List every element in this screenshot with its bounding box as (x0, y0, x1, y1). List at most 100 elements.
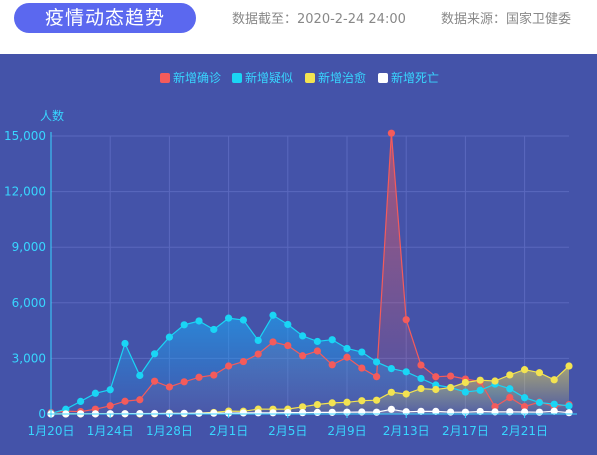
data-point[interactable] (239, 316, 247, 324)
data-point[interactable] (432, 385, 440, 394)
data-point[interactable] (328, 361, 336, 369)
data-point[interactable] (269, 311, 277, 319)
data-point[interactable] (165, 383, 173, 391)
data-point[interactable] (254, 350, 262, 358)
data-point[interactable] (239, 357, 247, 366)
data-point[interactable] (476, 386, 484, 394)
data-point[interactable] (328, 336, 336, 344)
data-point[interactable] (565, 402, 573, 410)
data-point[interactable] (432, 373, 440, 381)
data-point[interactable] (373, 396, 381, 404)
data-point[interactable] (313, 408, 321, 417)
legend-swatch-2[interactable] (305, 73, 315, 83)
data-point[interactable] (402, 368, 410, 376)
data-point[interactable] (254, 409, 262, 417)
data-point[interactable] (151, 350, 159, 358)
data-point[interactable] (491, 403, 499, 411)
data-point[interactable] (313, 400, 321, 409)
data-point[interactable] (447, 408, 455, 416)
data-point[interactable] (195, 317, 203, 325)
data-point[interactable] (225, 314, 233, 322)
data-point[interactable] (210, 371, 218, 379)
data-point[interactable] (461, 378, 469, 387)
data-point[interactable] (180, 378, 188, 386)
data-point[interactable] (358, 408, 366, 416)
data-point[interactable] (328, 399, 336, 407)
data-point[interactable] (387, 364, 395, 373)
data-point[interactable] (343, 398, 351, 406)
legend-swatch-0[interactable] (160, 73, 170, 83)
data-point[interactable] (358, 348, 366, 356)
data-point[interactable] (550, 400, 558, 408)
data-point[interactable] (254, 336, 262, 345)
data-point[interactable] (506, 385, 514, 393)
data-point[interactable] (210, 409, 218, 417)
data-point[interactable] (432, 407, 440, 415)
data-point[interactable] (180, 409, 188, 417)
data-point[interactable] (565, 362, 573, 370)
data-point[interactable] (106, 386, 114, 394)
data-point[interactable] (373, 373, 381, 381)
data-point[interactable] (284, 341, 292, 350)
data-point[interactable] (225, 362, 233, 370)
data-point[interactable] (180, 321, 188, 329)
data-point[interactable] (417, 374, 425, 383)
data-point[interactable] (121, 339, 129, 348)
data-point[interactable] (91, 389, 99, 397)
legend-label-3[interactable]: 新增死亡 (391, 70, 439, 85)
data-point[interactable] (358, 364, 366, 372)
legend-swatch-1[interactable] (232, 73, 242, 83)
legend-label-2[interactable]: 新增治愈 (318, 70, 366, 85)
data-point[interactable] (225, 409, 233, 417)
data-point[interactable] (136, 396, 144, 404)
data-point[interactable] (239, 409, 247, 417)
data-point[interactable] (535, 369, 544, 377)
data-point[interactable] (447, 383, 455, 392)
data-point[interactable] (402, 390, 410, 398)
data-point[interactable] (521, 366, 529, 374)
data-point[interactable] (521, 394, 529, 402)
data-point[interactable] (195, 409, 203, 417)
data-point[interactable] (195, 373, 203, 381)
data-point[interactable] (506, 393, 514, 402)
data-point[interactable] (151, 377, 159, 385)
data-point[interactable] (491, 377, 499, 385)
data-point[interactable] (476, 376, 484, 384)
data-point[interactable] (550, 407, 558, 415)
data-point[interactable] (106, 402, 114, 410)
data-point[interactable] (387, 388, 395, 396)
data-point[interactable] (387, 405, 395, 413)
data-point[interactable] (136, 371, 144, 380)
data-point[interactable] (299, 332, 307, 340)
data-point[interactable] (121, 397, 129, 405)
legend-swatch-3[interactable] (378, 73, 388, 83)
data-point[interactable] (77, 397, 85, 405)
data-point[interactable] (550, 376, 558, 384)
data-point[interactable] (373, 358, 381, 366)
data-point[interactable] (521, 403, 529, 411)
data-point[interactable] (165, 333, 173, 341)
data-point[interactable] (269, 338, 277, 346)
data-point[interactable] (358, 397, 366, 405)
data-point[interactable] (343, 344, 351, 353)
data-point[interactable] (447, 372, 455, 380)
data-point[interactable] (535, 408, 544, 416)
data-point[interactable] (535, 398, 544, 407)
data-point[interactable] (328, 408, 336, 416)
data-point[interactable] (461, 388, 469, 396)
data-point[interactable] (565, 409, 573, 417)
data-point[interactable] (284, 320, 292, 329)
data-point[interactable] (402, 316, 410, 324)
data-point[interactable] (313, 347, 321, 355)
data-point[interactable] (299, 409, 307, 417)
legend-label-1[interactable]: 新增疑似 (245, 70, 293, 85)
data-point[interactable] (210, 325, 218, 334)
data-point[interactable] (476, 407, 484, 416)
data-point[interactable] (313, 337, 321, 346)
data-point[interactable] (387, 129, 395, 137)
data-point[interactable] (506, 371, 514, 379)
data-point[interactable] (417, 361, 425, 369)
legend-label-0[interactable]: 新增确诊 (173, 70, 221, 85)
data-point[interactable] (299, 352, 307, 360)
data-point[interactable] (373, 408, 381, 416)
